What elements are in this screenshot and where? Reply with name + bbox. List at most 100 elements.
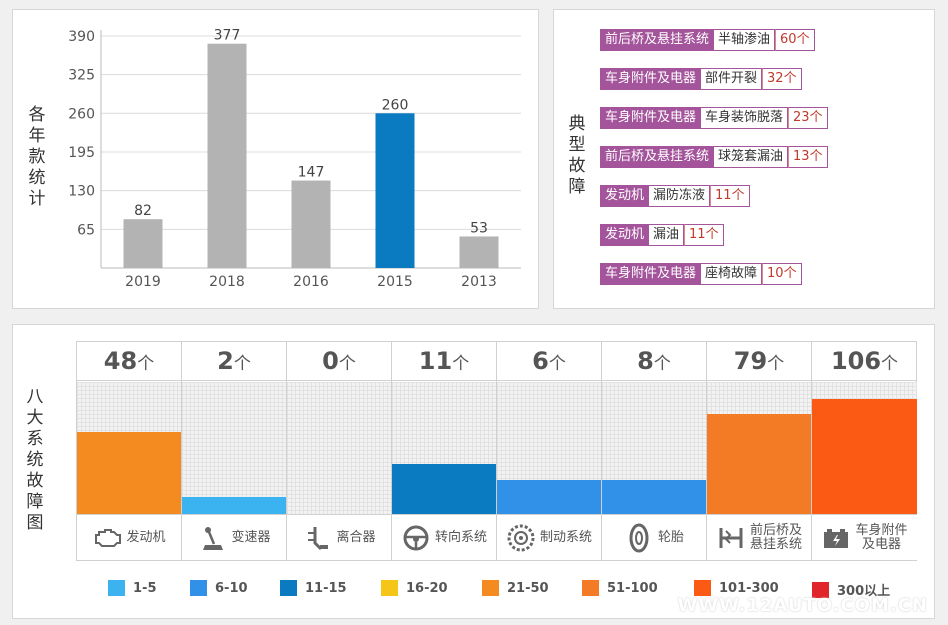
legend-label: 16-20 — [406, 580, 448, 596]
system-fault-count: 2个 — [182, 342, 286, 381]
fault-type: 漏油 — [649, 224, 685, 246]
fault-row: 前后桥及悬挂系统 球笼套漏油 13个 — [600, 146, 828, 168]
system-column: 8个 轮胎 — [602, 342, 707, 560]
fault-type: 座椅故障 — [701, 263, 763, 285]
system-label: 轮胎 — [602, 514, 706, 560]
count-unit: 个 — [767, 354, 785, 374]
fault-type: 车身装饰脱落 — [701, 107, 789, 129]
system-bar-area — [602, 382, 706, 514]
fault-type: 漏防冻液 — [649, 185, 711, 207]
fault-count: 10个 — [762, 263, 802, 285]
system-bar — [497, 479, 601, 514]
fault-type: 球笼套漏油 — [714, 146, 789, 168]
bar-value-label: 377 — [214, 28, 241, 44]
fault-row: 车身附件及电器 座椅故障 10个 — [600, 263, 802, 285]
system-name: 转向系统 — [434, 529, 487, 545]
system-bar-area — [77, 382, 181, 514]
system-name: 发动机 — [126, 529, 166, 545]
bar-value-label: 260 — [382, 97, 409, 113]
legend-label: 51-100 — [607, 580, 658, 596]
system-bar — [392, 463, 496, 514]
system-bar-area — [497, 382, 601, 514]
fault-row: 前后桥及悬挂系统 半轴渗油 60个 — [600, 29, 815, 51]
bar-2013 — [459, 236, 499, 268]
legend-label: 21-50 — [507, 580, 549, 596]
fault-system-tag: 车身附件及电器 — [600, 68, 702, 90]
bar-2016 — [291, 180, 331, 268]
engine-icon — [92, 523, 122, 553]
x-tick-label: 2016 — [293, 274, 329, 290]
y-tick-label: 325 — [68, 68, 95, 84]
system-name: 前后桥及 悬挂系统 — [749, 522, 802, 552]
system-bar — [182, 496, 286, 514]
system-fault-count: 11个 — [392, 342, 496, 381]
legend-swatch — [108, 580, 125, 596]
system-bar-area — [182, 382, 286, 514]
system-name: 制动系统 — [539, 529, 592, 545]
fault-system-tag: 车身附件及电器 — [600, 263, 702, 285]
fault-type: 半轴渗油 — [714, 29, 776, 51]
fault-type: 部件开裂 — [701, 68, 763, 90]
system-label: 离合器 — [287, 514, 391, 560]
count-unit: 个 — [233, 354, 251, 374]
y-tick-label: 65 — [77, 222, 95, 238]
suspension-icon — [716, 523, 746, 553]
legend-swatch — [812, 581, 829, 598]
x-tick-label: 2019 — [125, 274, 161, 290]
count-unit: 个 — [137, 354, 155, 374]
watermark: WWW.12AUTO.COM.CN — [677, 595, 928, 616]
system-name: 轮胎 — [657, 529, 684, 545]
count-number: 106 — [830, 347, 882, 375]
system-bar — [707, 413, 811, 514]
count-number: 11 — [418, 347, 453, 375]
legend-label: 1-5 — [133, 580, 157, 596]
system-column: 6个制动系统 — [497, 342, 602, 560]
legend-label: 6-10 — [215, 580, 248, 596]
system-label: 前后桥及 悬挂系统 — [707, 514, 811, 560]
count-number: 6 — [532, 347, 549, 375]
y-tick-label: 195 — [68, 145, 95, 161]
fault-row: 发动机 漏防冻液 11个 — [600, 185, 750, 207]
steering-wheel-icon — [401, 523, 431, 553]
x-tick-label: 2018 — [209, 274, 245, 290]
system-fault-count: 48个 — [77, 342, 181, 381]
system-fault-count: 6个 — [497, 342, 601, 381]
legend-item: 51-100 — [582, 580, 658, 596]
bar-value-label: 82 — [134, 203, 152, 219]
fault-count: 13个 — [788, 146, 828, 168]
system-fault-count: 106个 — [812, 342, 917, 381]
legend-item: 300以上 — [812, 580, 890, 599]
legend-swatch — [381, 580, 398, 596]
count-number: 79 — [733, 347, 768, 375]
legend-swatch — [482, 580, 499, 596]
bar-2015 — [375, 113, 415, 268]
fault-count: 11个 — [710, 185, 750, 207]
bar-2018 — [207, 43, 247, 269]
count-unit: 个 — [338, 354, 356, 374]
legend-item: 11-15 — [280, 580, 347, 596]
typical-faults-panel: 典型故障 前后桥及悬挂系统 半轴渗油 60个 车身附件及电器 部件开裂 32个 车身附件及电… — [553, 9, 935, 309]
y-tick-label: 260 — [68, 106, 95, 122]
system-name: 车身附件 及电器 — [855, 522, 908, 552]
system-name: 离合器 — [336, 529, 376, 545]
legend-swatch — [694, 580, 711, 596]
system-bar-area — [812, 382, 917, 514]
system-column: 106个车身附件 及电器 — [812, 342, 917, 560]
legend-label: 101-300 — [719, 580, 779, 596]
system-column: 2个 变速器 — [182, 342, 287, 560]
system-bar-area — [287, 382, 391, 514]
x-tick-label: 2015 — [377, 274, 413, 290]
y-tick-label: 130 — [68, 184, 95, 200]
eight-systems-panel: 八大系统故障图 48个 发动机 2个 变速器 0个 离合器 11个 转向系统 6个 制动系统 8个轮… — [12, 324, 935, 619]
count-unit: 个 — [548, 354, 566, 374]
fault-system-tag: 前后桥及悬挂系统 — [600, 29, 715, 51]
y-tick-label: 390 — [68, 29, 95, 45]
count-number: 8 — [637, 347, 654, 375]
fault-count: 32个 — [762, 68, 802, 90]
x-tick-label: 2013 — [461, 274, 497, 290]
fault-row: 车身附件及电器 部件开裂 32个 — [600, 68, 802, 90]
fault-count: 11个 — [684, 224, 724, 246]
system-bar — [812, 399, 917, 514]
systems-fault-chart: 48个 发动机 2个 变速器 0个 离合器 11个 转向系统 6个 制动系统 8个 轮胎 79个 前后桥及… — [76, 341, 917, 561]
fault-system-tag: 发动机 — [600, 185, 650, 207]
